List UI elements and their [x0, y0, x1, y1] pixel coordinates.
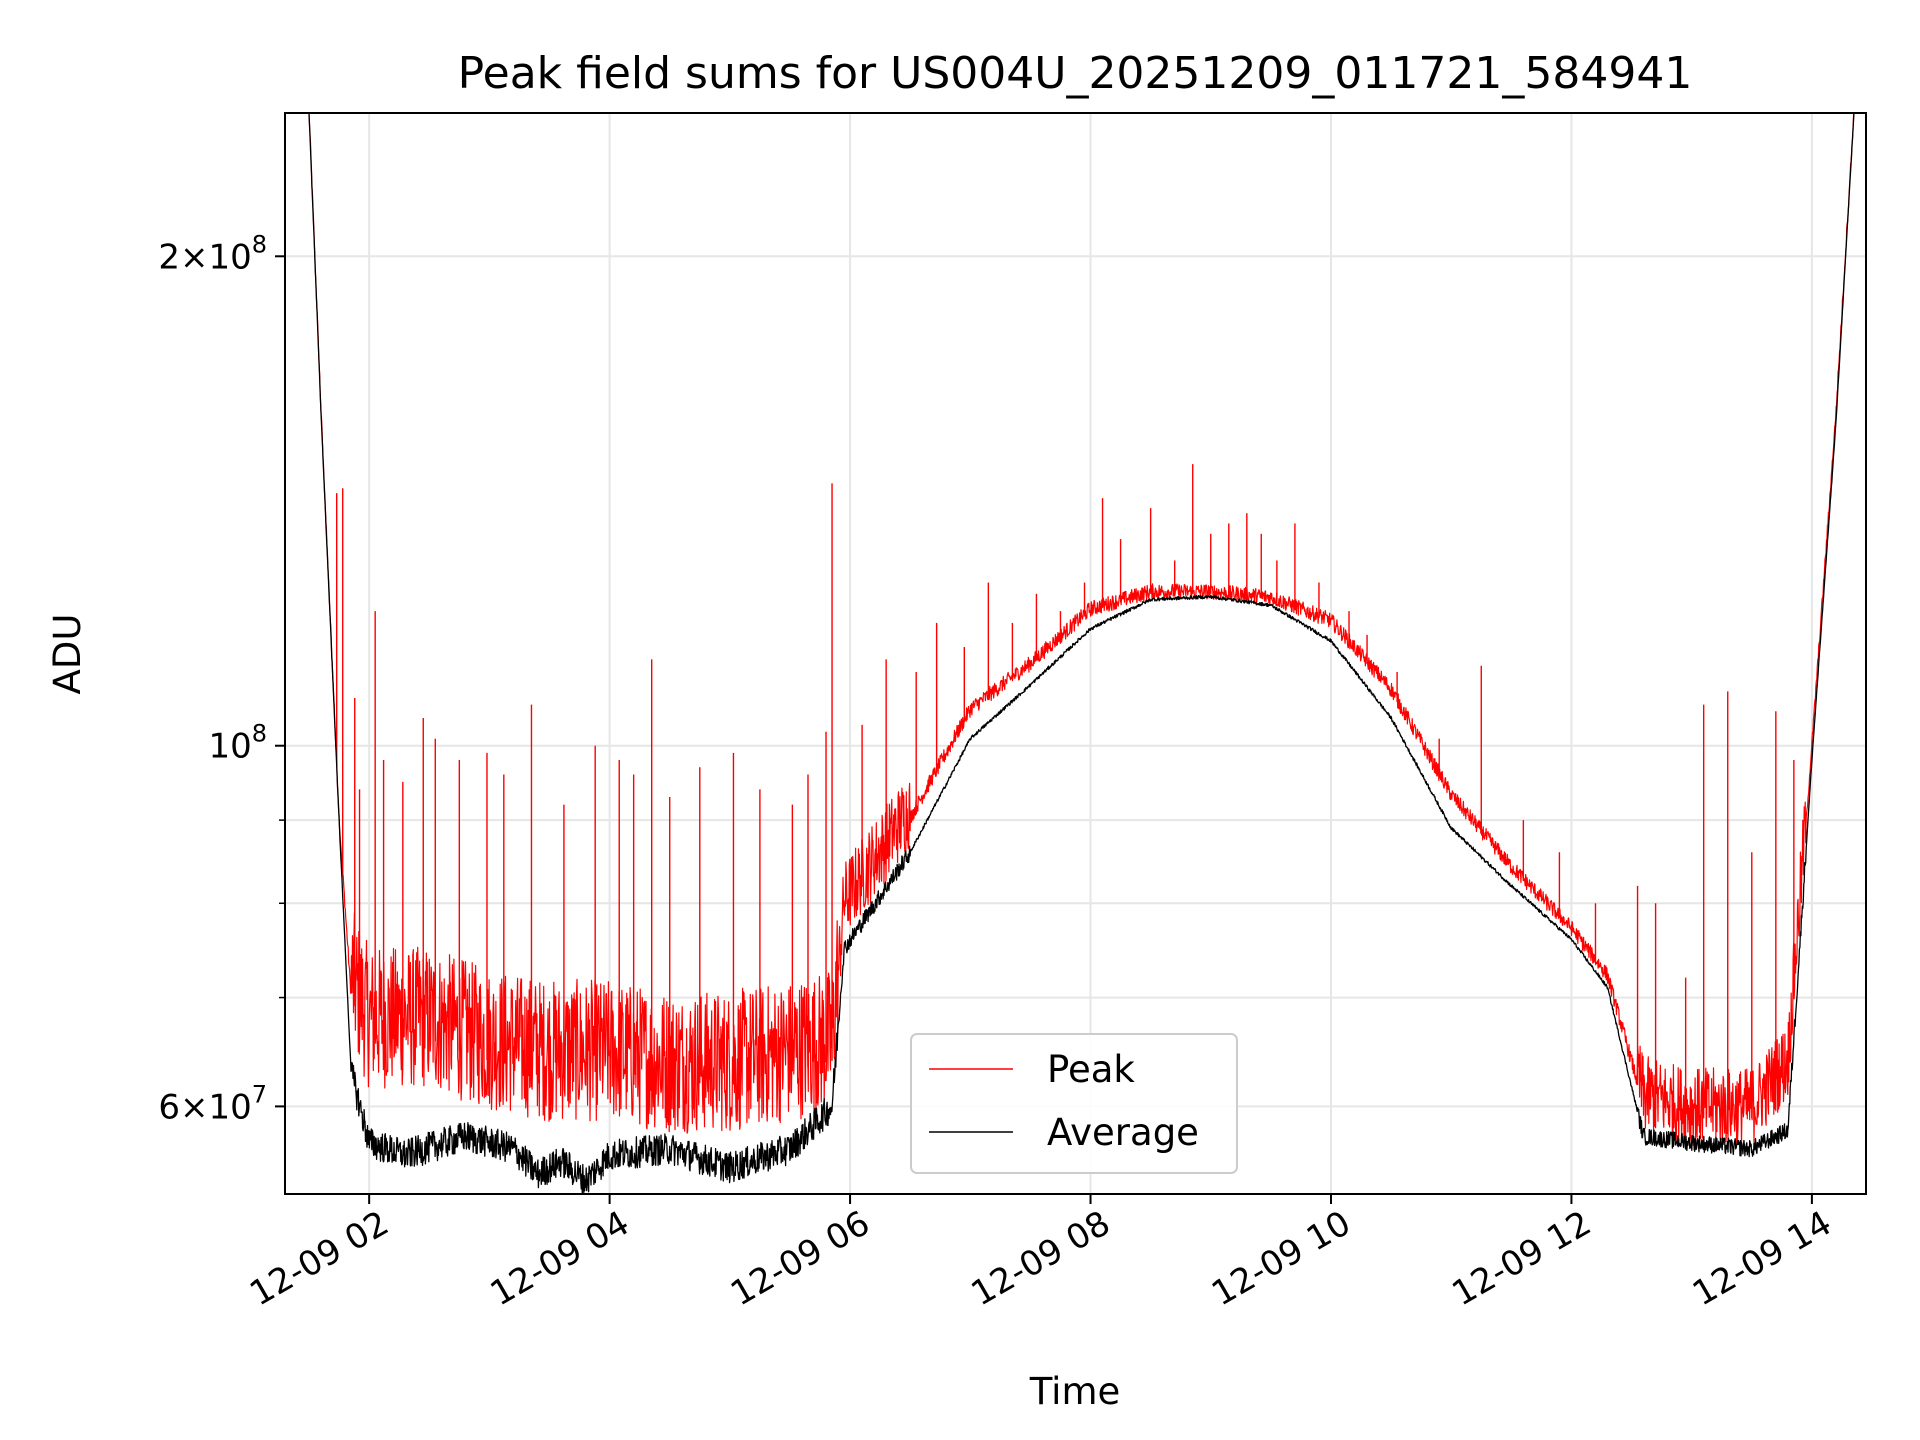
legend-average-label: Average [1047, 1111, 1199, 1154]
legend: Peak Average [910, 1033, 1238, 1174]
y-tick-label: 6×107 [158, 1080, 267, 1127]
x-axis-label: Time [1029, 1370, 1121, 1413]
legend-peak-label: Peak [1047, 1048, 1135, 1091]
y-tick-label-base: 10 [208, 727, 251, 767]
y-tick-label: 108 [208, 720, 267, 767]
y-tick-label-exponent: 7 [252, 1080, 267, 1108]
y-tick-label: 2×108 [158, 230, 267, 277]
y-tick-label-base: 2×10 [158, 237, 251, 277]
grid [285, 113, 1866, 1194]
y-axis-label: ADU [46, 614, 89, 695]
average-series-line [308, 113, 1855, 1194]
y-tick-label-exponent: 8 [252, 720, 267, 748]
plot-frame [284, 112, 1867, 1195]
y-tick-label-exponent: 8 [252, 230, 267, 258]
chart-title: Peak field sums for US004U_20251209_0117… [458, 48, 1693, 99]
y-tick-label-base: 6×10 [158, 1087, 251, 1127]
peak-series-line [308, 113, 1855, 1146]
